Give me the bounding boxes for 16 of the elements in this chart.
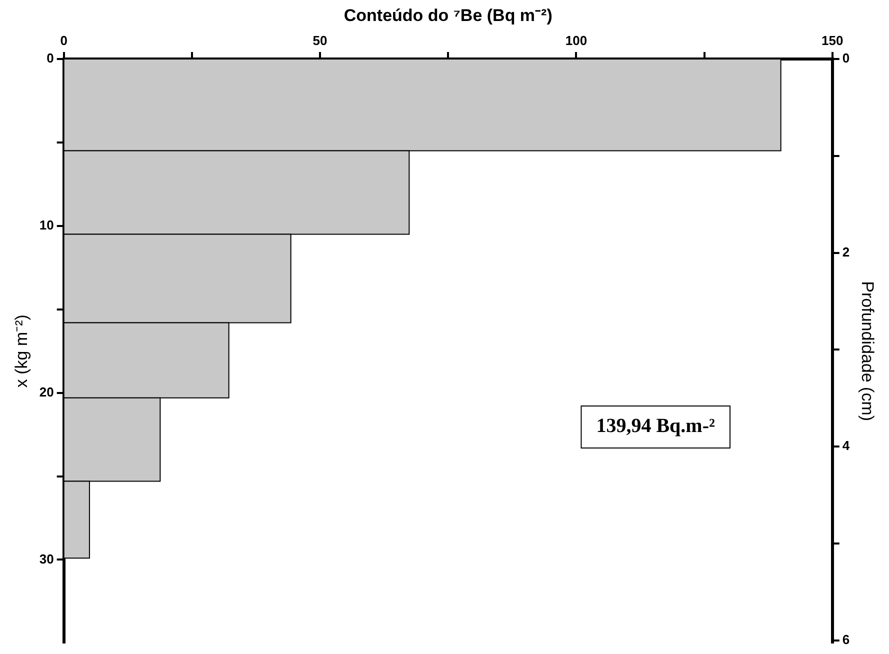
annotation: 139,94 Bq.m-² bbox=[596, 415, 716, 438]
x-tick-label: 100 bbox=[565, 32, 588, 48]
x-axis-title: Conteúdo do ⁷Be (Bq m⁻²) bbox=[344, 6, 552, 25]
y-tick-label: 30 bbox=[39, 551, 54, 566]
y-axis-title: x (kg m⁻²) bbox=[12, 314, 31, 388]
y2-tick-label: 2 bbox=[842, 244, 850, 260]
y2-tick-label: 6 bbox=[842, 632, 850, 647]
x-tick-label: 50 bbox=[312, 32, 328, 48]
x-tick-label: 0 bbox=[60, 32, 68, 48]
y-tick-label: 20 bbox=[39, 384, 54, 400]
y2-axis-title: Profundidade (cm) bbox=[858, 281, 878, 422]
y-tick-label: 0 bbox=[46, 50, 54, 66]
x-tick-label: 150 bbox=[822, 32, 844, 48]
y2-tick-label: 0 bbox=[842, 50, 850, 66]
y-tick-label: 10 bbox=[39, 217, 54, 232]
y2-tick-label: 4 bbox=[842, 438, 850, 454]
